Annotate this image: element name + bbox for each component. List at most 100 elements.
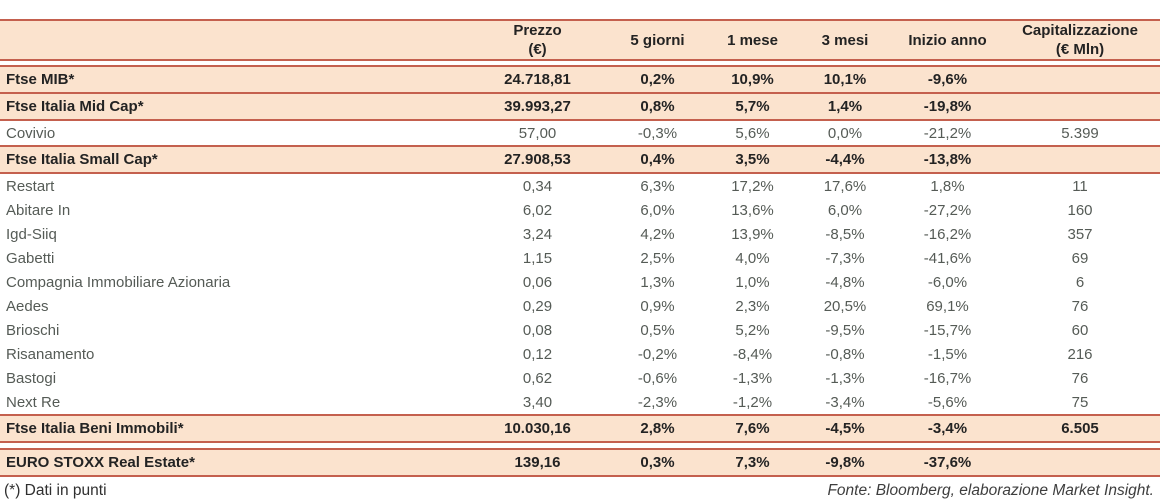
cell-5-giorni: 0,9% [605,294,710,318]
cell-capitalizzazione: 357 [1000,222,1160,246]
table-row: EURO STOXX Real Estate* 139,16 0,3% 7,3%… [0,448,1160,477]
cell-3-mesi: -4,4% [795,145,895,174]
cell-1-mese: 10,9% [710,65,795,94]
cell-inizio-anno: -16,7% [895,366,1000,390]
column-header-inizio-anno: Inizio anno [895,19,1000,61]
cell-name: Covivio [0,120,470,146]
cell-name: Ftse Italia Mid Cap* [0,92,470,121]
cell-5-giorni: -0,6% [605,366,710,390]
table-row: Bastogi 0,62 -0,6% -1,3% -1,3% -16,7% 76 [0,366,1160,390]
cell-inizio-anno: -19,8% [895,92,1000,121]
cell-inizio-anno: -6,0% [895,270,1000,294]
cell-capitalizzazione: 76 [1000,366,1160,390]
cell-1-mese: -1,3% [710,366,795,390]
cell-prezzo: 0,62 [470,366,605,390]
table-row: Covivio 57,00 -0,3% 5,6% 0,0% -21,2% 5.3… [0,120,1160,146]
cell-1-mese: 13,9% [710,222,795,246]
cell-inizio-anno: -37,6% [895,448,1000,477]
column-header-1-mese: 1 mese [710,19,795,61]
cell-5-giorni: -0,2% [605,342,710,366]
cell-name: Gabetti [0,246,470,270]
column-header-3-mesi: 3 mesi [795,19,895,61]
cell-prezzo: 57,00 [470,120,605,146]
cell-5-giorni: 4,2% [605,222,710,246]
cell-capitalizzazione: 69 [1000,246,1160,270]
cell-5-giorni: 0,4% [605,145,710,174]
cell-name: Restart [0,173,470,198]
table-footer: (*) Dati in punti Fonte: Bloomberg, elab… [0,477,1160,500]
cell-prezzo: 27.908,53 [470,145,605,174]
source-attribution: Fonte: Bloomberg, elaborazione Market In… [827,482,1154,499]
cell-1-mese: 5,7% [710,92,795,121]
cell-name: EURO STOXX Real Estate* [0,448,470,477]
cell-prezzo: 39.993,27 [470,92,605,121]
cell-1-mese: 5,2% [710,318,795,342]
cell-5-giorni: 0,8% [605,92,710,121]
cell-5-giorni: 0,3% [605,448,710,477]
cell-inizio-anno: -5,6% [895,390,1000,415]
cell-5-giorni: 1,3% [605,270,710,294]
table-header-row: Prezzo (€) 5 giorni 1 mese 3 mesi Inizio… [0,19,1160,61]
cell-3-mesi: 0,0% [795,120,895,146]
cell-inizio-anno: 69,1% [895,294,1000,318]
cell-prezzo: 3,24 [470,222,605,246]
table-row: Igd-Siiq 3,24 4,2% 13,9% -8,5% -16,2% 35… [0,222,1160,246]
table-row: Gabetti 1,15 2,5% 4,0% -7,3% -41,6% 69 [0,246,1160,270]
cell-3-mesi: 17,6% [795,173,895,198]
cell-prezzo: 1,15 [470,246,605,270]
cell-capitalizzazione: 76 [1000,294,1160,318]
cell-3-mesi: -3,4% [795,390,895,415]
cell-5-giorni: 0,5% [605,318,710,342]
cell-prezzo: 0,12 [470,342,605,366]
cell-inizio-anno: -16,2% [895,222,1000,246]
column-header-5-giorni: 5 giorni [605,19,710,61]
cell-capitalizzazione: 216 [1000,342,1160,366]
cell-5-giorni: -2,3% [605,390,710,415]
cell-prezzo: 0,29 [470,294,605,318]
table-body: Ftse MIB* 24.718,81 0,2% 10,9% 10,1% -9,… [0,60,1160,477]
table-row: Abitare In 6,02 6,0% 13,6% 6,0% -27,2% 1… [0,198,1160,222]
cell-capitalizzazione [1000,448,1160,477]
cell-prezzo: 0,34 [470,173,605,198]
column-header-prezzo-line1: Prezzo [513,22,562,39]
table-row: Next Re 3,40 -2,3% -1,2% -3,4% -5,6% 75 [0,390,1160,415]
table-row: Brioschi 0,08 0,5% 5,2% -9,5% -15,7% 60 [0,318,1160,342]
cell-3-mesi: 1,4% [795,92,895,121]
cell-1-mese: 5,6% [710,120,795,146]
table-row: Aedes 0,29 0,9% 2,3% 20,5% 69,1% 76 [0,294,1160,318]
cell-3-mesi: -8,5% [795,222,895,246]
cell-inizio-anno: -1,5% [895,342,1000,366]
cell-5-giorni: 0,2% [605,65,710,94]
table-row: Compagnia Immobiliare Azionaria 0,06 1,3… [0,270,1160,294]
cell-3-mesi: -0,8% [795,342,895,366]
table-row: Ftse Italia Beni Immobili* 10.030,16 2,8… [0,414,1160,443]
cell-name: Bastogi [0,366,470,390]
cell-name: Abitare In [0,198,470,222]
column-header-prezzo: Prezzo (€) [470,19,605,61]
table-row: Risanamento 0,12 -0,2% -8,4% -0,8% -1,5%… [0,342,1160,366]
column-header-prezzo-line2: (€) [528,41,547,58]
cell-capitalizzazione [1000,92,1160,121]
cell-3-mesi: -1,3% [795,366,895,390]
cell-name: Aedes [0,294,470,318]
table-row: Ftse Italia Mid Cap* 39.993,27 0,8% 5,7%… [0,92,1160,121]
cell-capitalizzazione: 5.399 [1000,120,1160,146]
cell-5-giorni: 2,8% [605,414,710,443]
cell-inizio-anno: -9,6% [895,65,1000,94]
cell-1-mese: 3,5% [710,145,795,174]
cell-1-mese: 7,6% [710,414,795,443]
cell-capitalizzazione [1000,145,1160,174]
cell-1-mese: 4,0% [710,246,795,270]
cell-inizio-anno: -3,4% [895,414,1000,443]
section-gap [0,442,1160,449]
cell-1-mese: 2,3% [710,294,795,318]
cell-prezzo: 0,06 [470,270,605,294]
cell-5-giorni: 6,0% [605,198,710,222]
cell-name: Next Re [0,390,470,415]
cell-1-mese: 7,3% [710,448,795,477]
column-header-cap-line2: (€ Mln) [1055,41,1105,58]
column-header-cap-line1: Capitalizzazione [1022,22,1138,39]
cell-capitalizzazione: 160 [1000,198,1160,222]
cell-capitalizzazione: 6.505 [1000,414,1160,443]
